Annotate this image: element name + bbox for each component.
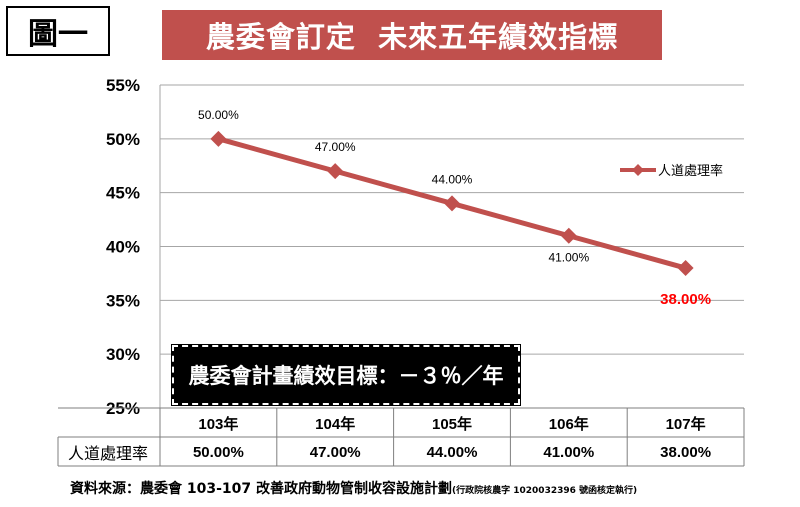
source-approval-note: (行政院核農字 1020032396 號函核定執行) [452, 486, 638, 496]
source-note: 資料來源：農委會 103-107 改善政府動物管制收容設施計劃(行政院核農字 1… [70, 478, 790, 498]
table-cell: 47.00% [310, 444, 361, 461]
figure-label: 圖一 [6, 6, 110, 56]
data-point [444, 195, 460, 212]
data-label: 41.00% [548, 251, 589, 265]
data-point [210, 130, 227, 147]
y-tick-label: 55% [106, 76, 140, 95]
table-cell: 50.00% [193, 444, 244, 461]
chart-title: 農委會訂定 未來五年績效指標 [162, 10, 662, 60]
x-tick-label: 103年 [198, 415, 238, 433]
data-point [327, 163, 344, 180]
y-tick-label: 35% [106, 291, 140, 310]
y-tick-label: 30% [106, 345, 140, 364]
data-point [677, 260, 694, 277]
table-cell: 38.00% [660, 444, 711, 461]
table-cell: 44.00% [427, 444, 478, 461]
table-cell: 41.00% [543, 444, 594, 461]
legend-label: 人道處理率 [658, 163, 723, 179]
data-label: 44.00% [432, 172, 473, 186]
data-label: 47.00% [315, 140, 356, 154]
x-tick-label: 107年 [666, 415, 706, 433]
legend-marker [632, 164, 644, 176]
x-tick-label: 104年 [315, 415, 355, 433]
data-label: 38.00% [660, 291, 711, 308]
source-main: 資料來源：農委會 103-107 改善政府動物管制收容設施計劃 [70, 481, 453, 497]
x-tick-label: 106年 [549, 415, 589, 433]
y-tick-label: 50% [106, 130, 140, 149]
x-tick-label: 105年 [432, 415, 472, 433]
data-point [560, 227, 577, 244]
y-tick-label: 45% [106, 184, 140, 203]
y-tick-label: 40% [106, 238, 140, 257]
data-label: 50.00% [198, 108, 239, 122]
data-table-row-header: 人道處理率 [67, 444, 148, 463]
performance-target-callout: 農委會計畫績效目標：－３％／年 [171, 344, 521, 406]
